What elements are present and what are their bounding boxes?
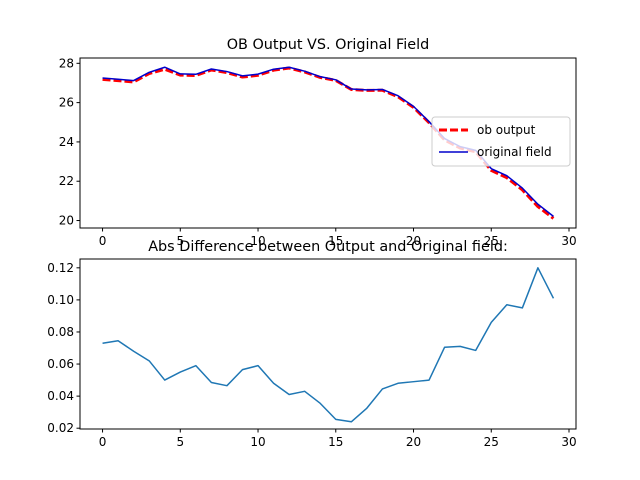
x-tick-label: 20	[406, 234, 421, 248]
x-tick-label: 20	[406, 435, 421, 449]
y-tick-label: 0.08	[47, 325, 74, 339]
x-tick-label: 15	[328, 234, 343, 248]
chart-top: OB Output VS. Original Field 0 5 10 15 20 25 3…	[59, 37, 577, 248]
chart-bottom-title: Abs Difference between Output and Origin…	[148, 239, 508, 255]
series-line	[102, 267, 555, 423]
legend-label-ob-output: ob output	[477, 123, 536, 137]
legend-label-original-field: original field	[477, 145, 552, 159]
y-tick-label: 0.06	[47, 357, 74, 371]
x-tick-label: 10	[250, 234, 265, 248]
x-tick-label: 5	[176, 234, 184, 248]
y-tick-label: 0.02	[47, 421, 74, 435]
y-tick-label: 0.12	[47, 261, 74, 275]
y-tick-label: 26	[59, 96, 74, 110]
chart-top-title: OB Output VS. Original Field	[227, 37, 430, 53]
y-tick-label: 28	[59, 56, 74, 70]
chart-top-frame	[79, 57, 577, 229]
y-tick-label: 20	[59, 214, 74, 228]
y-tick-label: 0.10	[47, 293, 74, 307]
x-tick-label: 0	[99, 234, 107, 248]
x-tick-label: 25	[484, 435, 499, 449]
x-tick-label: 10	[250, 435, 265, 449]
x-tick-label: 5	[176, 435, 184, 449]
y-tick-label: 24	[59, 135, 74, 149]
y-tick-label: 22	[59, 174, 74, 188]
chart-bottom: Abs Difference between Output and Origin…	[47, 239, 576, 449]
chart-top-legend: ob output original field	[431, 116, 571, 167]
chart-bottom-plot: 0 5 10 15 20 25 30 0.02 0.04 0.06 0.08 0.10 0.12	[47, 261, 576, 449]
x-tick-label: 30	[561, 234, 576, 248]
x-tick-label: 30	[561, 435, 576, 449]
chart-bottom-frame	[79, 258, 577, 430]
y-tick-label: 0.04	[47, 389, 74, 403]
x-tick-label: 0	[99, 435, 107, 449]
x-tick-label: 25	[484, 234, 499, 248]
x-tick-label: 15	[328, 435, 343, 449]
